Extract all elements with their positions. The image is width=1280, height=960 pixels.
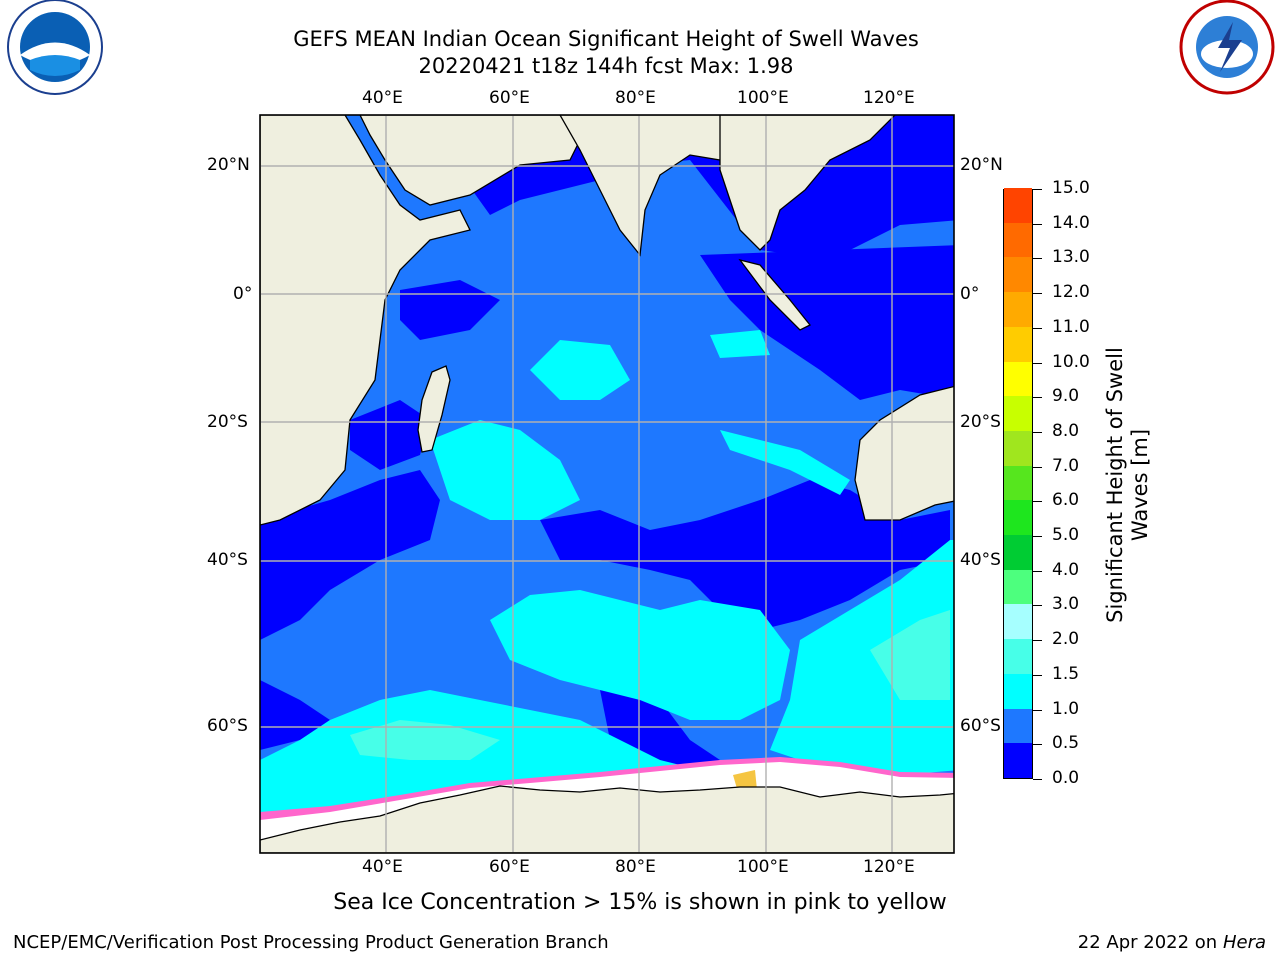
lon-label-top-100e: 100°E [737,88,789,108]
colorbar-segment [1004,187,1032,223]
colorbar-segment [1004,742,1032,778]
colorbar-tick [1033,466,1042,468]
lat-label-left-60s: 60°S [207,716,248,736]
colorbar-tick-label: 5.0 [1052,525,1080,546]
colorbar-tick [1033,189,1042,190]
colorbar-tick [1033,223,1042,225]
colorbar-tick-label: 7.0 [1052,455,1080,476]
colorbar-segment [1004,499,1032,536]
lon-label-top-120e: 120°E [863,88,915,108]
colorbar-tick [1033,501,1042,503]
australia-landmass [854,385,954,521]
colorbar-tick [1033,744,1042,746]
southeast-asia-landmass [719,115,896,251]
lon-label-top-80e: 80°E [615,88,656,108]
lon-label-top-40e: 40°E [362,88,403,108]
colorbar-tick-label: 4.0 [1052,559,1080,580]
colorbar-segment [1004,291,1032,327]
sea-ice-footnote: Sea Ice Concentration > 15% is shown in … [333,890,947,915]
colorbar-tick-label: 15.0 [1052,178,1090,198]
lon-label-bottom-40e: 40°E [362,857,403,877]
sumatra-landmass [738,258,812,331]
colorbar-segment [1004,326,1032,362]
colorbar-tick [1033,293,1042,295]
lat-label-right-40s: 40°S [960,550,1001,570]
host-name: Hera [1222,932,1266,953]
colorbar-tick-label: 8.0 [1052,420,1080,441]
colorbar-segment [1004,638,1032,674]
date-text: 22 Apr 2022 on [1077,932,1223,953]
colorbar-tick-label: 11.0 [1052,316,1090,337]
colorbar-tick [1033,640,1042,642]
colorbar-segment [1004,708,1032,744]
lat-label-right-60s: 60°S [960,716,1001,736]
colorbar-segment [1004,361,1032,397]
swell-low-zones [260,115,954,770]
colorbar-tick [1033,709,1042,711]
colorbar-segment [1004,256,1032,293]
colorbar-tick [1033,779,1042,780]
colorbar-title: Significant Height of Swell Waves [m] [1103,347,1152,623]
lat-label-right-0: 0° [960,284,980,304]
colorbar-tick-label: 10.0 [1052,351,1090,372]
colorbar-segment [1004,395,1032,431]
swell-mid-zones [260,330,954,818]
colorbar-tick-label: 14.0 [1052,212,1090,233]
colorbar-tick [1033,327,1042,329]
antarctica-landmass [260,785,954,853]
lon-label-bottom-120e: 120°E [863,857,915,877]
colorbar-segment [1004,603,1032,640]
colorbar-tick [1033,570,1042,572]
colorbar-tick-label: 2.0 [1052,629,1080,650]
colorbar-tick [1033,605,1042,607]
lon-label-bottom-100e: 100°E [737,857,789,877]
colorbar-segment [1004,430,1032,466]
noaa-logo [7,0,103,95]
chart-subtitle: 20220421 t18z 144h fcst Max: 1.98 [418,54,794,78]
colorbar-tick-label: 12.0 [1052,282,1090,303]
lat-label-left-40s: 40°S [207,550,248,570]
colorbar-segment [1004,569,1032,605]
colorbar-tick-label: 1.5 [1052,663,1080,684]
nws-logo [1179,0,1275,95]
colorbar-tick [1033,258,1042,260]
colorbar-segment [1004,673,1032,709]
colorbar-segment [1004,222,1032,258]
lat-label-right-20n: 20°N [960,155,1003,175]
colorbar-segment [1004,534,1032,570]
colorbar-tick [1033,362,1042,364]
colorbar-tick [1033,536,1042,538]
madagascar-landmass [417,365,451,453]
chart-title: GEFS MEAN Indian Ocean Significant Heigh… [293,27,919,51]
colorbar-tick-label: 0.5 [1052,733,1080,754]
colorbar-tick-label: 6.0 [1052,490,1080,511]
colorbar-tick [1033,397,1042,399]
colorbar-tick [1033,431,1042,433]
lon-label-bottom-80e: 80°E [615,857,656,877]
lon-label-bottom-60e: 60°E [489,857,530,877]
lon-label-top-60e: 60°E [489,88,530,108]
swell-mid-highlights [350,610,950,760]
lat-label-right-20s: 20°S [960,412,1001,432]
colorbar-segment [1004,465,1032,501]
colorbar [1003,187,1033,779]
colorbar-tick-label: 13.0 [1052,247,1090,268]
date-line: 22 Apr 2022 on Hera [1078,932,1266,953]
colorbar-tick [1033,674,1042,676]
colorbar-tick-label: 3.0 [1052,594,1080,615]
graticule [260,115,954,853]
lat-label-left-20n: 20°N [207,155,250,175]
colorbar-tick-label: 9.0 [1052,386,1080,407]
map-frame [259,114,955,854]
lat-label-left-20s: 20°S [207,412,248,432]
colorbar-tick-label: 1.0 [1052,698,1080,719]
lat-label-left-0: 0° [233,284,253,304]
credit-line: NCEP/EMC/Verification Post Processing Pr… [13,932,609,953]
colorbar-tick-label: 0.0 [1052,768,1080,788]
